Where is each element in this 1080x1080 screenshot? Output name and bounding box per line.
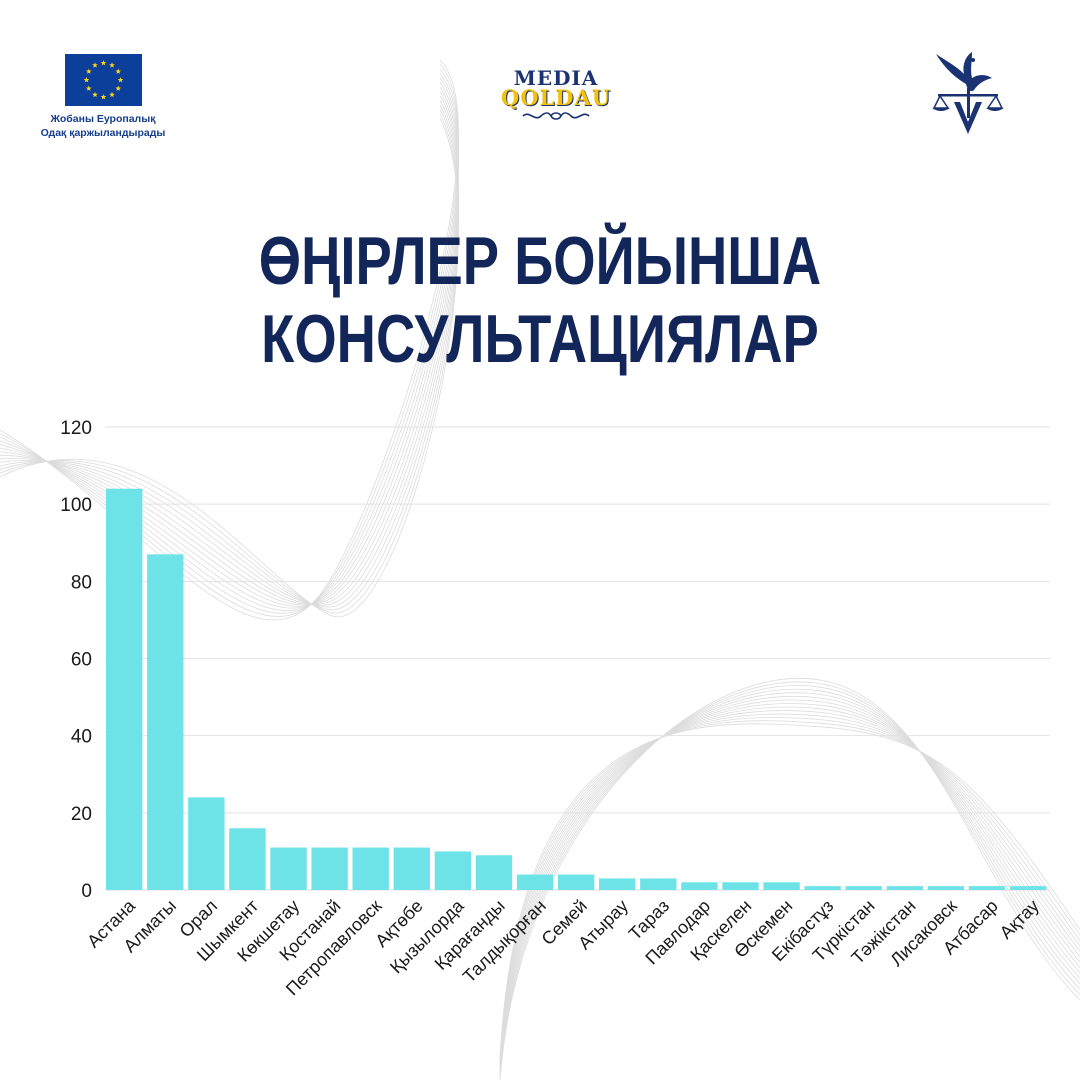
wave-line	[499, 688, 1080, 1075]
bar	[557, 874, 595, 890]
y-tick-label: 60	[71, 650, 92, 671]
bars	[106, 488, 1047, 890]
eu-star	[85, 85, 92, 91]
bar	[722, 882, 759, 890]
eu-star	[100, 60, 106, 66]
wave-line	[499, 720, 1080, 1059]
eu-flag-icon	[64, 54, 142, 106]
wave-line	[0, 91, 459, 605]
bar	[352, 847, 389, 890]
x-tick-label: Ақтау	[996, 896, 1043, 943]
eu-star	[114, 68, 121, 74]
bar	[763, 882, 800, 890]
wave-line	[0, 118, 459, 618]
bar	[640, 878, 677, 890]
y-tick-label: 40	[71, 727, 92, 748]
eu-star	[91, 91, 98, 98]
bar	[681, 882, 718, 890]
eu-caption-line2: Одақ қаржыландырады	[40, 127, 166, 139]
media-qoldau-logo: MEDIA QOLDAU	[500, 68, 612, 122]
eu-star	[83, 77, 89, 83]
wave-line	[0, 95, 459, 605]
bar	[106, 488, 143, 890]
bar	[927, 886, 965, 890]
title-line1: ӨҢІРЛЕР БОЙЫНША	[258, 223, 822, 299]
y-axis-ticks: 0 20 40 60 80 100 120	[60, 418, 92, 902]
eu-star	[100, 94, 106, 100]
bar	[229, 828, 266, 890]
media-word: MEDIA	[513, 66, 599, 90]
y-tick-label: 120	[60, 418, 92, 439]
wave-line	[499, 706, 1080, 1066]
qoldau-word: QOLDAU	[500, 85, 612, 110]
page-title: ӨҢІРЛЕР БОЙЫНША КОНСУЛЬТАЦИЯЛАР	[108, 222, 972, 378]
y-tick-label: 100	[60, 495, 92, 516]
bar	[147, 554, 184, 890]
bar	[188, 797, 225, 890]
wave-line	[499, 696, 1080, 1072]
y-tick-label: 0	[81, 881, 92, 902]
wave-line	[0, 104, 459, 608]
eu-star	[108, 91, 115, 98]
wave-line	[499, 685, 1080, 1077]
eu-star	[114, 85, 121, 91]
bar	[516, 874, 554, 890]
bar	[434, 851, 472, 890]
wave-line	[499, 703, 1080, 1068]
wave-line	[499, 717, 1080, 1061]
grid-lines	[105, 426, 1050, 891]
eu-caption: Жобаны Еуропалық Одақ қаржыландырады	[40, 112, 166, 140]
ornament-icon	[522, 112, 590, 120]
eu-star	[108, 62, 115, 68]
wave-line	[499, 678, 1080, 1080]
wave-line	[499, 713, 1080, 1063]
bar	[599, 878, 636, 890]
bar	[475, 855, 513, 890]
wave-line	[499, 699, 1080, 1070]
wave-line	[499, 710, 1080, 1064]
eu-caption-line1: Жобаны Еуропалық	[50, 113, 156, 125]
bar	[393, 847, 430, 890]
bar	[270, 847, 307, 890]
bar	[968, 886, 1006, 890]
bar	[886, 886, 924, 890]
bar	[1009, 886, 1047, 890]
wave-line	[499, 723, 1080, 1057]
wave-line	[0, 109, 459, 611]
bar	[804, 886, 841, 890]
x-axis-labels: АстанаАлматыОралШымкентКөкшетауҚостанайП…	[83, 895, 1043, 999]
title-line2: КОНСУЛЬТАЦИЯЛАР	[261, 301, 819, 377]
eu-star	[117, 77, 123, 83]
dove-scales-emblem-icon	[932, 52, 1004, 134]
y-tick-label: 80	[71, 572, 92, 593]
wave-line	[499, 692, 1080, 1073]
wave-line	[0, 100, 459, 606]
y-tick-label: 20	[71, 804, 92, 825]
bar	[845, 886, 882, 890]
wave-line	[499, 681, 1080, 1079]
eu-star	[91, 62, 98, 68]
consultations-bar-chart: 0 20 40 60 80 100 120 АстанаАлматыОралШымкентК…	[60, 418, 1050, 999]
eu-stars	[83, 60, 123, 100]
eu-star	[85, 68, 92, 74]
eu-funding-logo: Жобаны Еуропалық Одақ қаржыландырады	[40, 54, 166, 140]
bar	[311, 847, 348, 890]
